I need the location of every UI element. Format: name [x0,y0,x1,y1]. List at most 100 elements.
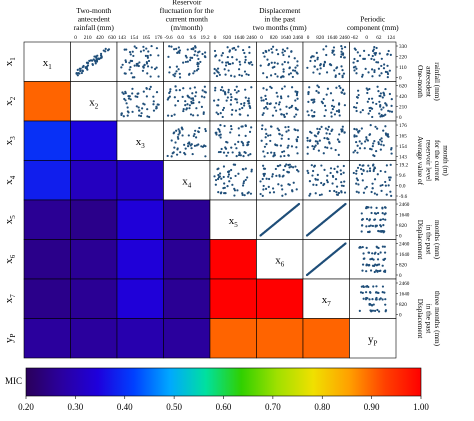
scatter-point [339,169,342,172]
scatter-point [190,143,193,146]
scatter-point [306,146,309,149]
left-variable-label: x7 [3,294,17,304]
scatter-point [169,90,172,93]
scatter-point [352,171,355,175]
left-variable-label: x3 [3,136,17,146]
scatter-point [218,175,222,178]
scatter-point [285,163,288,166]
scatter-point [186,94,189,97]
scatter-point [356,151,359,154]
scatter-point [355,172,358,175]
scatter-point [222,165,226,168]
scatter-point [168,66,172,69]
scatter-point [280,184,283,187]
scatter-point [381,212,384,215]
scatter-point [338,133,341,136]
scatter-point [244,58,247,62]
scatter-point [317,149,320,152]
scatter-point [224,146,227,149]
top-header-label: Periodic [360,15,386,24]
scatter-point [227,173,231,176]
scatter-point [264,94,267,97]
diagonal-cell [349,318,397,359]
scatter-point [330,104,334,107]
scatter-point [121,91,124,94]
scatter-point [218,59,221,62]
scatter-point [317,91,320,94]
scatter-point [337,110,341,113]
scatter-point [271,66,274,69]
scatter-points [166,126,207,158]
heatmap-cell [116,278,164,319]
scatter-point [371,297,374,301]
scatter-point [76,68,79,71]
top-tick-label: 2460 [293,35,304,41]
scatter-point [365,263,368,266]
right-header-label: Displacement [416,299,424,339]
scatter-point [373,154,376,158]
scatter-point [275,48,278,51]
scatter-point [384,218,387,221]
scatter-point [224,73,227,76]
scatter-point [368,219,371,222]
scatter-point [380,115,384,118]
scatter-point [138,109,141,112]
scatter-point [317,131,320,134]
scatter-point [191,152,194,156]
scatter-point [218,172,222,175]
scatter-point [352,151,355,154]
scatter-point [326,87,330,90]
scatter-points [360,205,387,234]
scatter-point [241,125,244,128]
right-ticks: 330 220 110 0 620 420 210 0 176 165 154 143 19.2 9.6 0… [396,44,410,319]
scatter-point [340,181,343,184]
scatter-points [352,45,392,79]
scatter-point [377,291,380,295]
scatter-point [343,131,346,134]
scatter-point [289,72,292,75]
scatter-point [368,298,371,301]
scatter-point [262,51,265,55]
scatter-point [136,62,139,65]
scatter-point [182,107,185,111]
top-header-label: two months (mm) [253,23,307,32]
scatter-point [382,67,386,70]
scatter-point [250,86,253,89]
scatter-point [233,88,237,92]
scatter-point [361,269,364,272]
scatter-points [306,84,346,118]
scatter-point [374,53,377,56]
scatter-point [389,176,392,179]
scatter-point [297,202,301,206]
scatter-point [389,53,392,56]
scatter-point [335,185,339,188]
scatter-point [382,129,385,132]
scatter-point [145,95,148,98]
scatter-point [281,63,284,66]
scatter-point [373,178,377,181]
scatter-point [365,225,368,228]
scatter-point [362,297,365,300]
diagonal-label: x2 [89,96,99,110]
scatter-point [315,51,318,55]
scatter-point [380,64,383,68]
scatter-point [329,63,332,66]
scatter-point [94,62,97,65]
scatter-point [306,110,309,113]
scatter-point [137,64,140,68]
right-tick-label: 176 [399,123,407,129]
scatter-point [383,63,386,66]
scatter-point [377,142,380,146]
top-tick-label: 820 [270,35,278,41]
scatter-point [379,115,382,118]
scatter-point [290,86,294,89]
scatter-point [231,183,234,186]
scatter-point [308,139,312,143]
scatter-point [375,193,379,196]
scatter-point [263,155,266,158]
scatter-point [238,73,241,77]
heatmap-cell [209,318,257,359]
scatter-point [295,146,298,149]
scatter-point [271,114,275,117]
scatter-point [370,211,373,215]
